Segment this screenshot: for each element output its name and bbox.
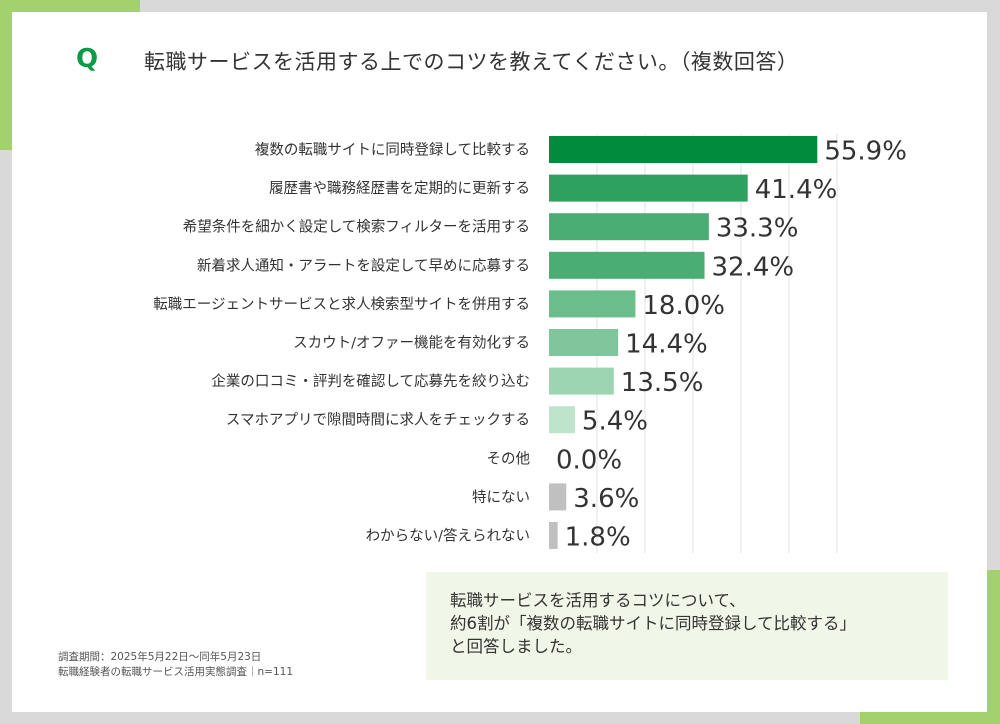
bar	[549, 213, 709, 241]
chart-title: 転職サービスを活用する上でのコツを教えてください。（複数回答）	[144, 50, 799, 74]
value-label: 3.6%	[573, 484, 639, 514]
bar	[549, 290, 636, 318]
category-label: 履歴書や職務経歴書を定期的に更新する	[269, 180, 530, 197]
category-label: 希望条件を細かく設定して検索フィルターを活用する	[183, 219, 530, 236]
bar	[549, 136, 818, 163]
bar	[549, 522, 558, 549]
category-label: 転職エージェントサービスと求人検索型サイトを併用する	[153, 296, 530, 313]
value-label: 1.8%	[565, 523, 631, 553]
accent-bottom-right-v	[987, 570, 1000, 724]
category-label: スカウト/オファー機能を有効化する	[293, 335, 530, 352]
category-label: スマホアプリで隙間時間に求人をチェックする	[226, 412, 530, 429]
value-label: 0.0%	[556, 445, 622, 475]
value-label: 13.5%	[621, 368, 704, 398]
survey-period: 調査期間：2025年5月22日～同年5月23日	[58, 651, 262, 663]
bar	[549, 251, 705, 279]
bar	[549, 483, 567, 511]
footnote: 調査期間：2025年5月22日～同年5月23日 転職経験者の転職サービス活用実態…	[58, 650, 293, 680]
category-label: わからない/答えられない	[366, 528, 530, 545]
bar	[549, 174, 748, 202]
category-label: その他	[487, 450, 531, 467]
accent-bottom-right-h	[860, 712, 1000, 724]
summary-line: 約6割が「複数の転職サイトに同時登録して比較する」	[450, 614, 857, 633]
bar	[549, 367, 614, 395]
q-mark: Q	[76, 44, 99, 74]
value-label: 55.9%	[824, 137, 907, 167]
summary-line: と回答しました。	[450, 637, 582, 656]
bar	[549, 329, 619, 356]
summary-box: 転職サービスを活用するコツについて、 約6割が「複数の転職サイトに同時登録して比…	[426, 572, 948, 680]
value-label: 18.0%	[642, 291, 725, 321]
value-label: 41.4%	[755, 175, 838, 205]
summary-line: 転職サービスを活用するコツについて、	[450, 591, 746, 610]
accent-top-left-v	[0, 0, 12, 150]
category-label: 複数の転職サイトに同時登録して比較する	[255, 141, 530, 159]
category-label: 企業の口コミ・評判を確認して応募先を絞り込む	[211, 372, 530, 390]
value-label: 33.3%	[716, 214, 799, 244]
category-label: 新着求人通知・アラートを設定して早めに応募する	[197, 257, 530, 274]
category-label: 特にない	[472, 489, 530, 506]
value-label: 14.4%	[625, 330, 708, 360]
survey-name: 転職経験者の転職サービス活用実態調査｜n=111	[58, 666, 293, 678]
bar	[549, 406, 575, 434]
accent-top-left-h	[0, 0, 140, 12]
value-label: 32.4%	[712, 252, 795, 282]
value-label: 5.4%	[582, 407, 648, 437]
